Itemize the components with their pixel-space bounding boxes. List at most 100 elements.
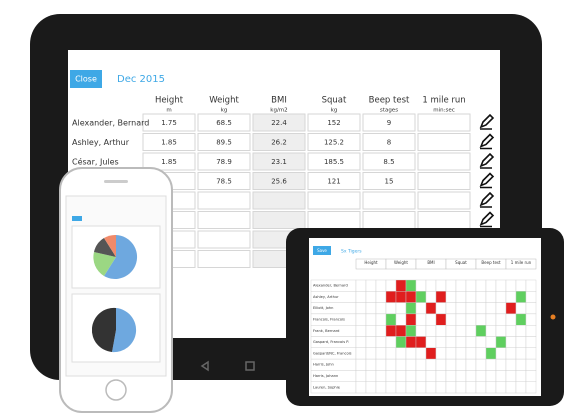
cell-value: 23.1: [271, 158, 287, 166]
group-header: [505, 258, 537, 270]
grid-cell: [485, 302, 497, 315]
grid-cell: [465, 325, 477, 337]
grid-cell: [385, 302, 397, 315]
cell: [252, 113, 306, 132]
grid-cell: [515, 336, 527, 349]
grid-cell: [385, 325, 397, 337]
grid-cell: [435, 336, 447, 349]
student-name: Alexander, Bernard: [313, 284, 348, 288]
grid-cell: [445, 370, 457, 382]
cell: [197, 250, 251, 268]
grid-cell: [365, 279, 377, 292]
edit-button[interactable]: [479, 211, 495, 228]
cell: [197, 230, 251, 249]
row-name: Ashley, Arthur: [72, 138, 130, 147]
grid-cell: [385, 381, 397, 394]
grid-cell: [515, 381, 527, 394]
grid-cell: [475, 313, 487, 326]
close-button[interactable]: [70, 70, 102, 88]
close-label: Close: [75, 75, 97, 84]
cell-value: 1.75: [161, 119, 177, 127]
grid-cell: [475, 336, 487, 349]
grid-cell: [455, 325, 467, 337]
cell: [142, 133, 196, 151]
grid-cell: [355, 347, 367, 360]
column-header: Beep test: [369, 96, 410, 106]
grid-cell: [525, 302, 537, 315]
save-button[interactable]: [313, 246, 331, 255]
grid-cell: [395, 358, 407, 371]
small-tablet-led: [550, 314, 556, 320]
cell-value: 1.85: [161, 139, 177, 147]
edit-button[interactable]: [479, 172, 495, 189]
grid-cell: [425, 291, 437, 303]
grid-cell: [365, 381, 377, 394]
grid-cell: [465, 358, 477, 371]
cell: [307, 172, 361, 190]
edit-button[interactable]: [479, 113, 495, 130]
grid-cell: [485, 358, 497, 371]
cell: [142, 152, 196, 171]
grid-cell: [375, 358, 387, 371]
grid-cell: [365, 370, 377, 382]
cell: [362, 113, 416, 132]
grid-cell: [525, 291, 537, 303]
group-label: Height: [364, 260, 378, 265]
grid-cell: [405, 279, 417, 292]
cell: [307, 191, 361, 210]
grid-cell: [395, 325, 407, 337]
grid-cell: [515, 302, 527, 315]
column-unit: kg: [331, 108, 338, 114]
grid-cell: [475, 347, 487, 360]
grid-cell: [365, 336, 377, 349]
cell-value: 78.9: [216, 158, 232, 166]
cell: [142, 113, 196, 132]
grid-cell: [395, 313, 407, 326]
grid-cell: [405, 291, 417, 303]
cell: [197, 211, 251, 229]
grid-cell: [485, 336, 497, 349]
cell-value: 68.5: [216, 119, 232, 127]
grid-cell: [525, 358, 537, 371]
grid-cell: [525, 370, 537, 382]
cell: [417, 211, 471, 229]
student-name: Francois, Francois: [313, 318, 345, 322]
grid-cell: [365, 358, 377, 371]
grid-cell: [475, 325, 487, 337]
grid-cell: [425, 336, 437, 349]
column-unit: min:sec: [433, 108, 455, 114]
grid-cell: [395, 279, 407, 292]
column-header: Weight: [209, 96, 239, 106]
grid-cell: [445, 336, 457, 349]
grid-cell: [475, 370, 487, 382]
cell: [362, 172, 416, 190]
grid-cell: [525, 279, 537, 292]
grid-cell: [515, 279, 527, 292]
grid-cell: [405, 325, 417, 337]
cell: [197, 113, 251, 132]
grid-cell: [355, 313, 367, 326]
grid-cell: [405, 336, 417, 349]
group-label: 1 mile run: [511, 260, 532, 265]
grid-cell: [395, 336, 407, 349]
grid-cell: [385, 370, 397, 382]
grid-cell: [395, 347, 407, 360]
grid-cell: [485, 347, 497, 360]
grid-cell: [375, 336, 387, 349]
grid-cell: [435, 302, 447, 315]
grid-cell: [465, 336, 477, 349]
edit-button[interactable]: [479, 191, 495, 208]
grid-cell: [405, 370, 417, 382]
edit-button[interactable]: [479, 152, 495, 169]
edit-button[interactable]: [479, 133, 495, 150]
grid-cell: [495, 325, 507, 337]
save-label: Save: [317, 248, 327, 253]
grid-cell: [505, 381, 517, 394]
grid-cell: [415, 336, 427, 349]
cell: [252, 172, 306, 190]
grid-cell: [375, 347, 387, 360]
cell: [307, 211, 361, 229]
grid-cell: [355, 336, 367, 349]
grid-cell: [415, 325, 427, 337]
